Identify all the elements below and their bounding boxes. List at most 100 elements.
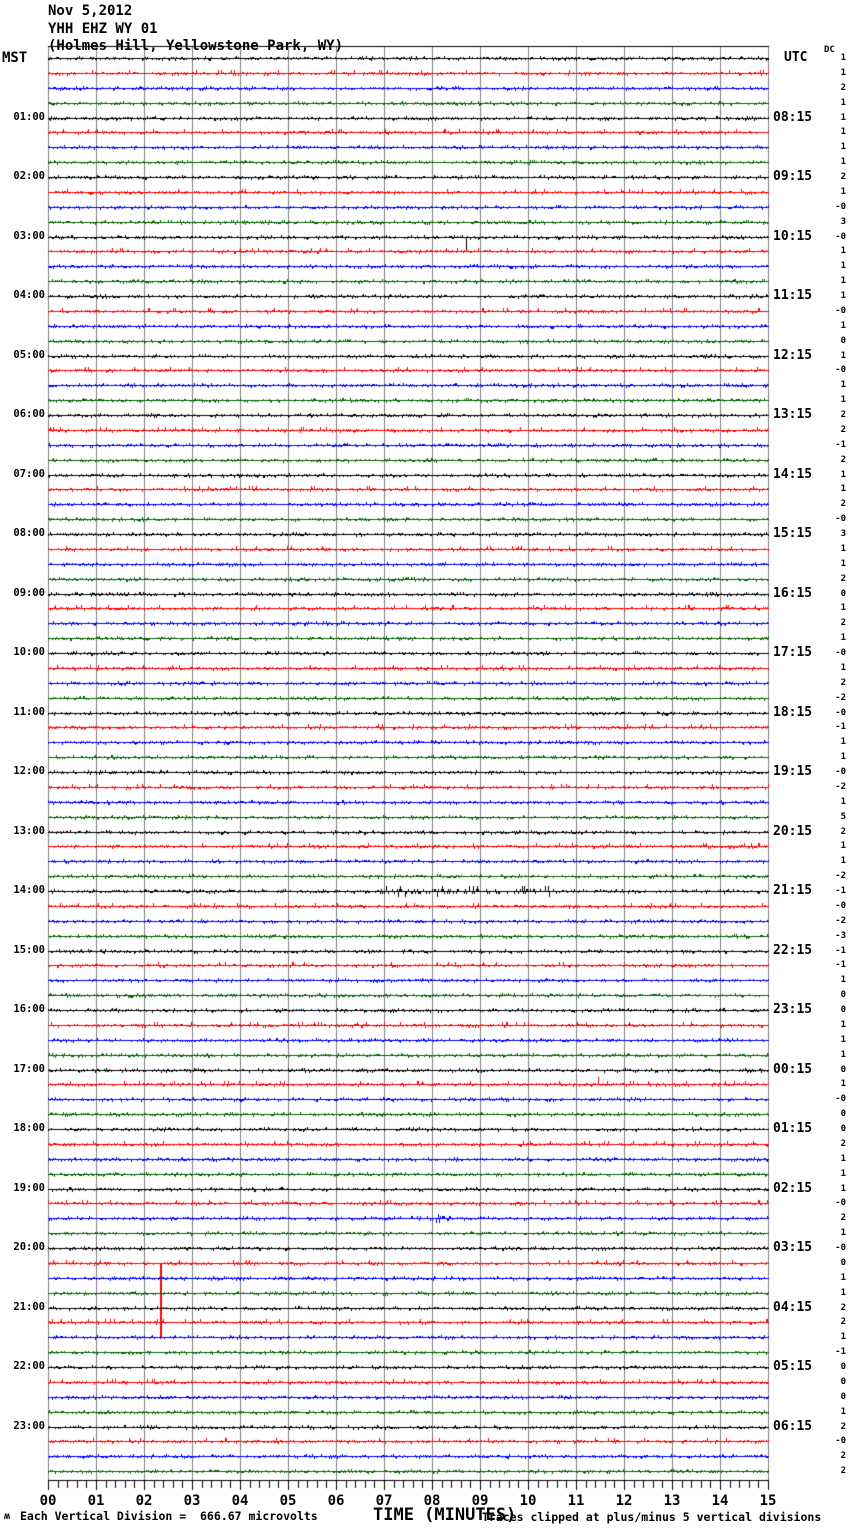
dc-offset-value: 1	[840, 975, 846, 986]
utc-hour-label: 17:15	[773, 645, 813, 660]
mst-hour-label: 16:00	[13, 1003, 45, 1015]
utc-hour-label: 19:15	[773, 764, 813, 779]
mst-hour-label: 07:00	[13, 467, 45, 480]
dc-offset-value: -0	[835, 201, 846, 212]
dc-offset-value: 1	[840, 1034, 846, 1045]
dc-offset-value: 1	[840, 320, 846, 331]
dc-offset-value: -0	[835, 365, 846, 376]
dc-offset-value: 0	[840, 1391, 846, 1402]
dc-offset-value: 1	[840, 1332, 846, 1343]
dc-offset-value: 1	[840, 395, 846, 406]
dc-offset-value: -2	[835, 692, 846, 703]
x-tick-label: 12	[615, 1493, 633, 1509]
mst-hour-label: 01:00	[13, 110, 45, 123]
dc-offset-value: -0	[835, 1436, 846, 1447]
mst-hour-label: 13:00	[13, 824, 45, 837]
dc-offset-value: 2	[840, 1317, 846, 1328]
mst-hour-label: 03:00	[13, 229, 45, 242]
dc-offset-value: 1	[840, 1287, 846, 1298]
dc-offset-value: -0	[835, 900, 846, 911]
mst-hour-label: 17:00	[13, 1062, 45, 1075]
utc-hour-label: 01:15	[773, 1121, 813, 1136]
x-tick-label: 14	[711, 1493, 729, 1509]
mst-hour-label: 08:00	[13, 527, 45, 539]
dc-offset-value: 0	[840, 588, 846, 599]
mst-hour-label: 23:00	[13, 1419, 45, 1432]
dc-offset-value: 5	[840, 811, 846, 822]
dc-offset-value: 1	[840, 543, 846, 554]
x-tick-label: 00	[39, 1493, 57, 1509]
dc-offset-value: 1	[840, 112, 846, 123]
dc-offset-value: -0	[835, 767, 846, 777]
dc-offset-value: 1	[840, 1049, 846, 1060]
utc-hour-label: 02:15	[773, 1180, 813, 1196]
mst-hour-label: 20:00	[13, 1241, 45, 1253]
dc-offset-value: 2	[840, 454, 846, 465]
x-tick-label: 08	[423, 1493, 441, 1509]
utc-hour-label: 18:15	[773, 704, 813, 720]
utc-hour-label: 13:15	[773, 407, 813, 422]
x-tick-label: 11	[567, 1493, 585, 1509]
dc-offset-value: -0	[835, 305, 846, 316]
dc-offset-value: 2	[840, 1213, 846, 1224]
x-tick-label: 09	[471, 1493, 489, 1509]
dc-offset-value: 2	[840, 1138, 846, 1149]
dc-offset-value: -0	[835, 514, 846, 525]
dc-offset-value: 1	[840, 380, 846, 391]
dc-offset-value: 1	[840, 841, 846, 852]
dc-offset-value: 1	[840, 291, 846, 301]
dc-offset-value: -1	[835, 945, 846, 956]
dc-offset-value: 0	[840, 1376, 846, 1387]
dc-offset-value: 1	[840, 737, 846, 748]
dc-offset-value: 1	[840, 558, 846, 569]
dc-offset-value: -2	[835, 781, 846, 792]
mst-hour-label: 22:00	[13, 1360, 45, 1372]
mst-hour-label: 15:00	[13, 943, 45, 956]
x-axis-title: TIME (MINUTES)	[373, 1505, 517, 1525]
dc-offset-value: 1	[840, 157, 846, 168]
footer-clip-note: Traces clipped at plus/minus 5 vertical …	[482, 1510, 822, 1524]
dc-offset-value: -0	[835, 1243, 846, 1253]
x-tick-label: 05	[279, 1493, 297, 1509]
dc-offset-value: 2	[840, 172, 846, 182]
dc-offset-value: 1	[840, 1153, 846, 1164]
dc-offset-value: 1	[840, 1272, 846, 1283]
dc-offset-value: 1	[840, 261, 846, 272]
right-axis-label: UTC	[784, 50, 808, 65]
mst-hour-label: 06:00	[13, 408, 45, 420]
dc-offset-value: 1	[840, 53, 846, 63]
dc-offset-value: 1	[840, 856, 846, 867]
utc-hour-label: 04:15	[773, 1299, 813, 1315]
x-tick-label: 10	[519, 1493, 537, 1509]
dc-offset-value: 1	[840, 186, 846, 197]
header-location: (Holmes Hill, Yellowstone Park, WY)	[48, 38, 344, 54]
dc-offset-value: 1	[840, 246, 846, 257]
mst-hour-label: 14:00	[13, 884, 45, 896]
x-tick-label: 01	[87, 1493, 105, 1509]
dc-offset-value: 3	[840, 216, 846, 227]
dc-offset-value: 2	[840, 1302, 846, 1313]
mst-hour-label: 09:00	[13, 586, 45, 599]
x-tick-label: 04	[231, 1493, 249, 1509]
utc-hour-label: 22:15	[773, 942, 813, 958]
utc-hour-label: 12:15	[773, 347, 813, 363]
dc-offset-value: -0	[835, 231, 846, 242]
left-axis-label: MST	[2, 50, 28, 66]
dc-offset-value: -1	[835, 1347, 846, 1358]
x-tick-label: 03	[183, 1493, 201, 1509]
mst-hour-label: 10:00	[13, 646, 45, 658]
dc-offset-value: 0	[840, 1124, 846, 1134]
utc-hour-label: 08:15	[773, 109, 813, 125]
dc-offset-value: 1	[840, 662, 846, 673]
mst-hour-label: 18:00	[13, 1122, 45, 1134]
dc-offset-value: 2	[840, 1451, 846, 1462]
dc-offset-value: 1	[840, 350, 846, 361]
dc-offset-value: 1	[840, 1079, 846, 1090]
dc-offset-value: 0	[840, 1257, 846, 1268]
dc-offset-value: -1	[835, 439, 846, 450]
dc-offset-value: -1	[835, 886, 846, 896]
dc-offset-value: -0	[835, 648, 846, 658]
dc-offset-value: 1	[840, 1228, 846, 1239]
dc-offset-value: 1	[840, 127, 846, 138]
